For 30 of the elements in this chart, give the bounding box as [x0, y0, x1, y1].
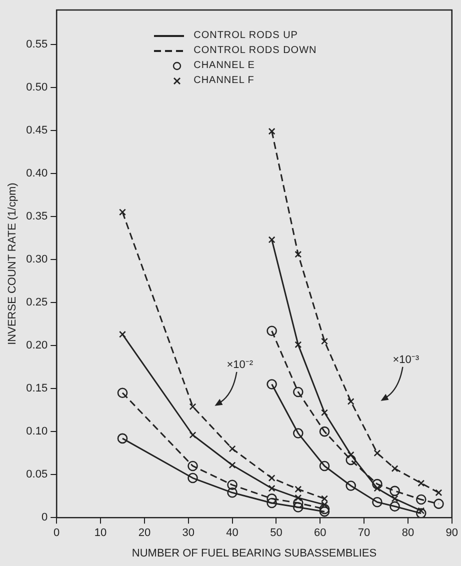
x-tick-label: 50 [270, 527, 282, 540]
y-tick-label: 0.45 [26, 124, 48, 136]
x-tick-label: 60 [314, 527, 326, 540]
x-tick-label: 0 [54, 527, 60, 540]
y-tick-label: 0 [41, 512, 48, 524]
x-tick-label: 40 [226, 527, 238, 540]
y-tick-label: 0.30 [26, 254, 48, 266]
annotation: CONTROL RODS DOWN [194, 45, 317, 56]
y-tick-label: 0.10 [26, 426, 48, 438]
x-tick-label: 30 [182, 527, 194, 540]
annotation: CONTROL RODS UP [194, 30, 298, 41]
y-tick-label: 0.05 [26, 468, 48, 481]
x-tick-label: 20 [138, 527, 151, 540]
y-tick-label: 0.50 [26, 81, 48, 94]
y-tick-label: 0.35 [26, 210, 48, 223]
x-tick-label: 80 [402, 527, 414, 540]
annotation: CHANNEL E [194, 60, 255, 71]
x-axis-title: NUMBER OF FUEL BEARING SUBASSEMBLIES [132, 547, 377, 560]
y-axis-title: INVERSE COUNT RATE (1/cpm) [6, 182, 19, 345]
annotation: ×10⁻³ [392, 354, 420, 366]
x-tick-label: 70 [358, 527, 370, 540]
x-tick-label: 90 [446, 527, 458, 540]
y-tick-label: 0.40 [26, 167, 48, 180]
y-tick-label: 0.20 [26, 340, 48, 352]
y-tick-label: 0.55 [26, 38, 48, 50]
annotation: ×10⁻² [226, 358, 254, 371]
y-tick-label: 0.25 [26, 296, 48, 309]
x-tick-label: 10 [94, 527, 107, 540]
y-tick-label: 0.15 [26, 382, 48, 395]
annotation: CHANNEL F [194, 75, 254, 86]
